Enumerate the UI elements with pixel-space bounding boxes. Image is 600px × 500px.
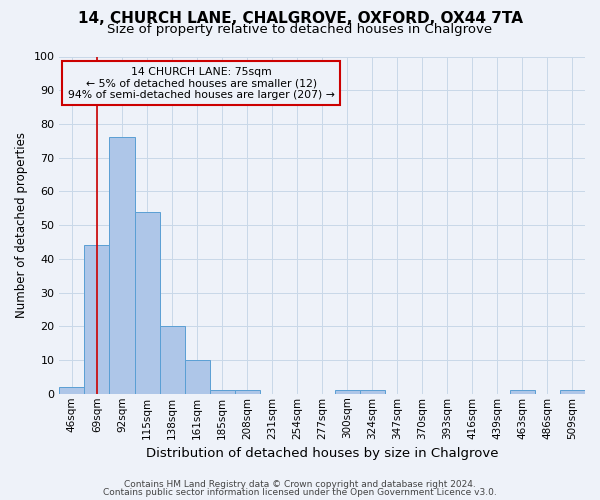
Bar bbox=[85, 246, 109, 394]
Bar bbox=[560, 390, 585, 394]
Bar bbox=[360, 390, 385, 394]
Bar bbox=[160, 326, 185, 394]
Bar bbox=[235, 390, 260, 394]
Bar bbox=[335, 390, 360, 394]
Bar bbox=[185, 360, 209, 394]
Bar bbox=[510, 390, 535, 394]
Bar bbox=[134, 212, 160, 394]
Text: 14, CHURCH LANE, CHALGROVE, OXFORD, OX44 7TA: 14, CHURCH LANE, CHALGROVE, OXFORD, OX44… bbox=[77, 11, 523, 26]
Bar bbox=[209, 390, 235, 394]
X-axis label: Distribution of detached houses by size in Chalgrove: Distribution of detached houses by size … bbox=[146, 447, 499, 460]
Text: Contains HM Land Registry data © Crown copyright and database right 2024.: Contains HM Land Registry data © Crown c… bbox=[124, 480, 476, 489]
Y-axis label: Number of detached properties: Number of detached properties bbox=[15, 132, 28, 318]
Text: Contains public sector information licensed under the Open Government Licence v3: Contains public sector information licen… bbox=[103, 488, 497, 497]
Text: Size of property relative to detached houses in Chalgrove: Size of property relative to detached ho… bbox=[107, 22, 493, 36]
Text: 14 CHURCH LANE: 75sqm  
← 5% of detached houses are smaller (12)
94% of semi-det: 14 CHURCH LANE: 75sqm ← 5% of detached h… bbox=[68, 66, 335, 100]
Bar bbox=[109, 138, 134, 394]
Bar bbox=[59, 387, 85, 394]
